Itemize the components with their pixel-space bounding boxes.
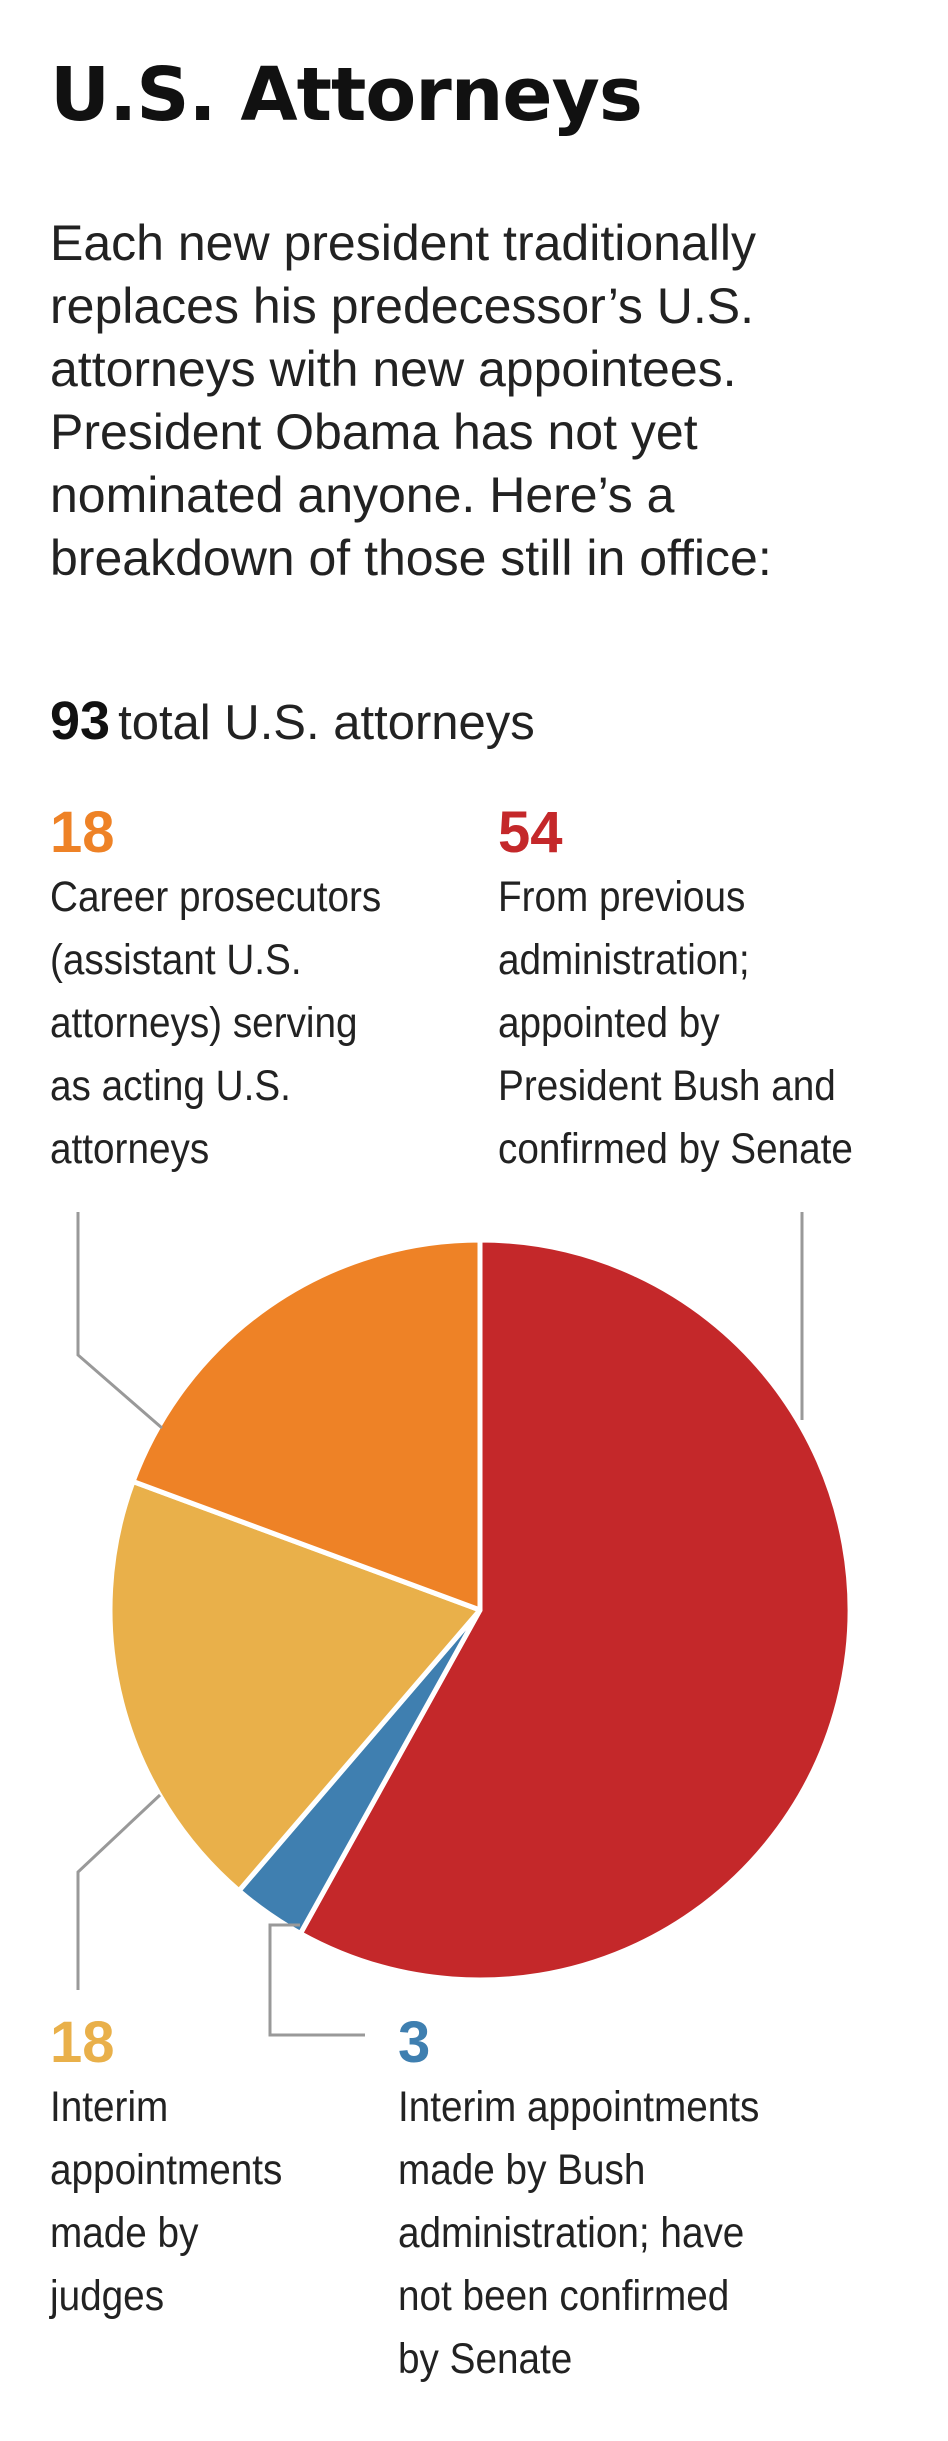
- intro-line: replaces his predecessor’s U.S.: [50, 278, 755, 334]
- callout-line: administration;: [498, 936, 750, 984]
- callout-career-prosecutors: 18 Career prosecutors (assistant U.S. at…: [50, 800, 418, 1181]
- leader-line-career: [76, 1212, 163, 1430]
- callout-line: by Senate: [398, 2335, 573, 2383]
- leader-line-judges: [76, 1793, 162, 1990]
- intro-line: nominated anyone. Here’s a: [50, 467, 675, 523]
- callout-line: appointed by: [498, 999, 720, 1047]
- callout-line: Interim: [50, 2083, 169, 2131]
- intro-line: President Obama has not yet: [50, 404, 698, 460]
- intro-line: Each new president traditionally: [50, 215, 756, 271]
- pie-slice-3: [130, 1237, 483, 1613]
- callout-interim-bush-value: 3: [398, 2010, 431, 2075]
- callout-previous-value: 54: [498, 800, 563, 865]
- callout-judges-value: 18: [50, 2010, 115, 2075]
- callout-line: President Bush and: [498, 1062, 836, 1110]
- callout-line: appointments: [50, 2146, 283, 2194]
- callout-career-desc: Career prosecutors (assistant U.S. attor…: [50, 866, 418, 1181]
- total-value: 93: [50, 691, 111, 751]
- callout-line: Career prosecutors: [50, 873, 382, 921]
- callout-line: not been confirmed: [398, 2272, 730, 2320]
- leader-lines: [76, 1212, 804, 2037]
- pie-slice-0: [297, 1237, 853, 1983]
- callout-line: (assistant U.S.: [50, 936, 302, 984]
- intro-line: attorneys with new appointees.: [50, 341, 737, 397]
- callout-line: made by: [50, 2209, 199, 2257]
- callout-line: judges: [50, 2272, 165, 2320]
- callout-line: From previous: [498, 873, 746, 921]
- total-label: total U.S. attorneys: [118, 696, 535, 750]
- callout-previous-administration: 54 From previous administration; appoint…: [498, 800, 892, 1181]
- leader-line-interim-bush: [268, 1923, 365, 2037]
- callout-interim-bush-desc: Interim appointments made by Bush admini…: [398, 2076, 800, 2391]
- callout-line: made by Bush: [398, 2146, 646, 2194]
- callout-previous-desc: From previous administration; appointed …: [498, 866, 892, 1181]
- callout-judges: 18 Interim appointments made by judges: [50, 2010, 308, 2328]
- intro-text: Each new president traditionally replace…: [50, 212, 930, 590]
- total-attorneys: 93 total U.S. attorneys: [50, 690, 535, 752]
- callout-line: as acting U.S.: [50, 1062, 291, 1110]
- callout-line: Interim appointments: [398, 2083, 760, 2131]
- callout-line: attorneys) serving: [50, 999, 358, 1047]
- callout-career-value: 18: [50, 800, 115, 865]
- pie-slice-2: [107, 1479, 483, 1894]
- callout-judges-desc: Interim appointments made by judges: [50, 2076, 308, 2328]
- callout-line: attorneys: [50, 1125, 210, 1173]
- callout-line: administration; have: [398, 2209, 745, 2257]
- callout-interim-bush: 3 Interim appointments made by Bush admi…: [398, 2010, 800, 2391]
- callout-line: confirmed by Senate: [498, 1125, 853, 1173]
- intro-line: breakdown of those still in office:: [50, 530, 772, 586]
- page-title: U.S. Attorneys: [50, 52, 643, 138]
